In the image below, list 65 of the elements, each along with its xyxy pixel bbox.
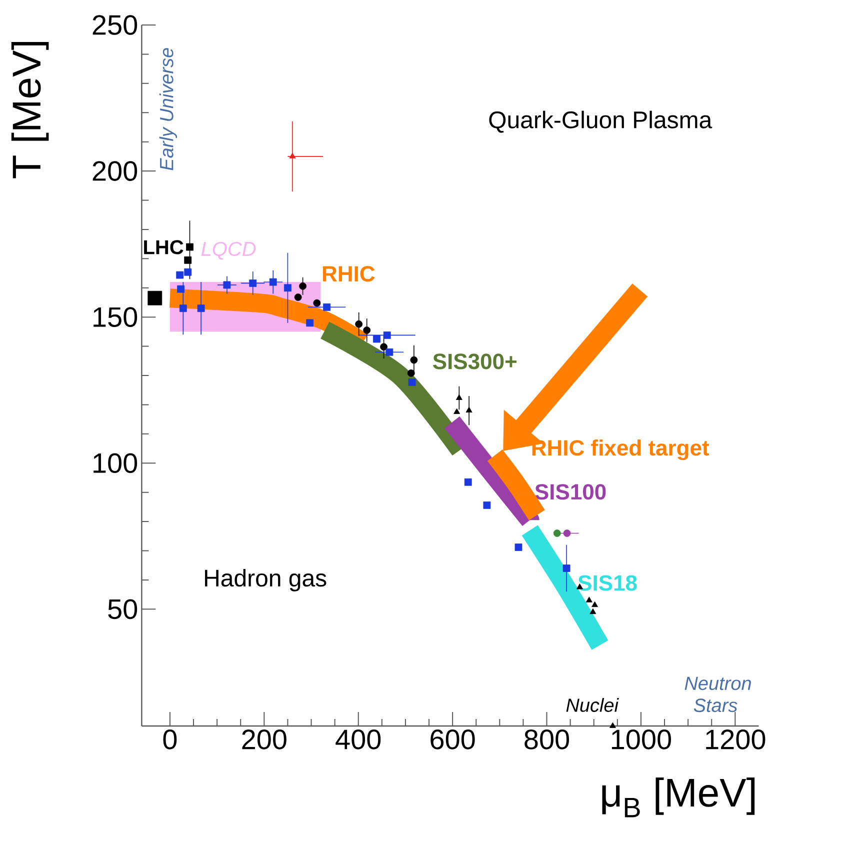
point bbox=[456, 394, 462, 400]
y-axis-title: T [MeV] bbox=[11, 42, 49, 178]
point bbox=[386, 348, 394, 356]
annotation: Quark-Gluon Plasma bbox=[489, 110, 712, 133]
point bbox=[562, 564, 570, 572]
point bbox=[269, 278, 277, 286]
point bbox=[355, 320, 363, 328]
series-label: LHC bbox=[144, 240, 184, 254]
point bbox=[380, 343, 388, 351]
annotation: Hadron gas bbox=[205, 569, 326, 592]
point bbox=[323, 303, 330, 311]
point bbox=[184, 256, 192, 264]
series-label: SIS100 bbox=[535, 484, 606, 500]
point bbox=[464, 478, 472, 486]
x-tick-label: 800 bbox=[524, 730, 570, 750]
point bbox=[586, 596, 592, 602]
point bbox=[592, 601, 598, 608]
series-label: SIS18 bbox=[578, 575, 637, 591]
x-tick-label: 1000 bbox=[612, 730, 671, 750]
point bbox=[284, 284, 292, 292]
point bbox=[483, 501, 491, 509]
y-tick-label: 200 bbox=[92, 161, 138, 181]
point bbox=[197, 304, 205, 312]
y-tick-label: 100 bbox=[94, 453, 138, 474]
annotation: Early Universe bbox=[159, 48, 178, 170]
point bbox=[313, 299, 321, 307]
point bbox=[177, 285, 184, 293]
point bbox=[299, 282, 306, 290]
y-tick-label: 150 bbox=[94, 307, 138, 327]
x-tick-label: 1200 bbox=[706, 730, 766, 750]
point bbox=[373, 335, 380, 343]
point bbox=[223, 281, 231, 289]
point bbox=[294, 294, 302, 301]
y-tick-label: 50 bbox=[108, 599, 138, 620]
point bbox=[186, 243, 194, 251]
x-tick-label: 400 bbox=[336, 730, 381, 750]
annotation: Neutron Stars bbox=[684, 676, 751, 712]
point bbox=[179, 304, 187, 312]
annotation: Nuclei bbox=[566, 698, 619, 712]
point bbox=[306, 319, 314, 327]
point bbox=[563, 530, 571, 537]
point bbox=[408, 378, 416, 386]
point bbox=[363, 326, 371, 334]
point bbox=[383, 331, 391, 339]
series-label: RHIC bbox=[322, 266, 375, 282]
x-tick-label: 200 bbox=[242, 730, 286, 750]
point bbox=[590, 608, 596, 614]
y-tick-label: 250 bbox=[92, 15, 138, 35]
point bbox=[249, 279, 257, 287]
point bbox=[514, 544, 522, 551]
point bbox=[184, 268, 192, 276]
x-tick-label: 600 bbox=[430, 730, 475, 750]
point bbox=[410, 356, 418, 364]
x-tick-label: 0 bbox=[163, 730, 177, 750]
series-label: SIS300+ bbox=[433, 354, 516, 370]
point bbox=[466, 406, 472, 412]
x-axis-title: μ$_{B}$ [MeV] bbox=[602, 778, 755, 818]
point bbox=[289, 152, 296, 158]
point bbox=[176, 271, 184, 279]
point bbox=[609, 722, 616, 728]
point bbox=[553, 530, 561, 537]
point bbox=[407, 369, 415, 377]
legend-label: LQCD bbox=[201, 242, 256, 260]
point bbox=[454, 408, 460, 414]
point bbox=[148, 290, 162, 306]
